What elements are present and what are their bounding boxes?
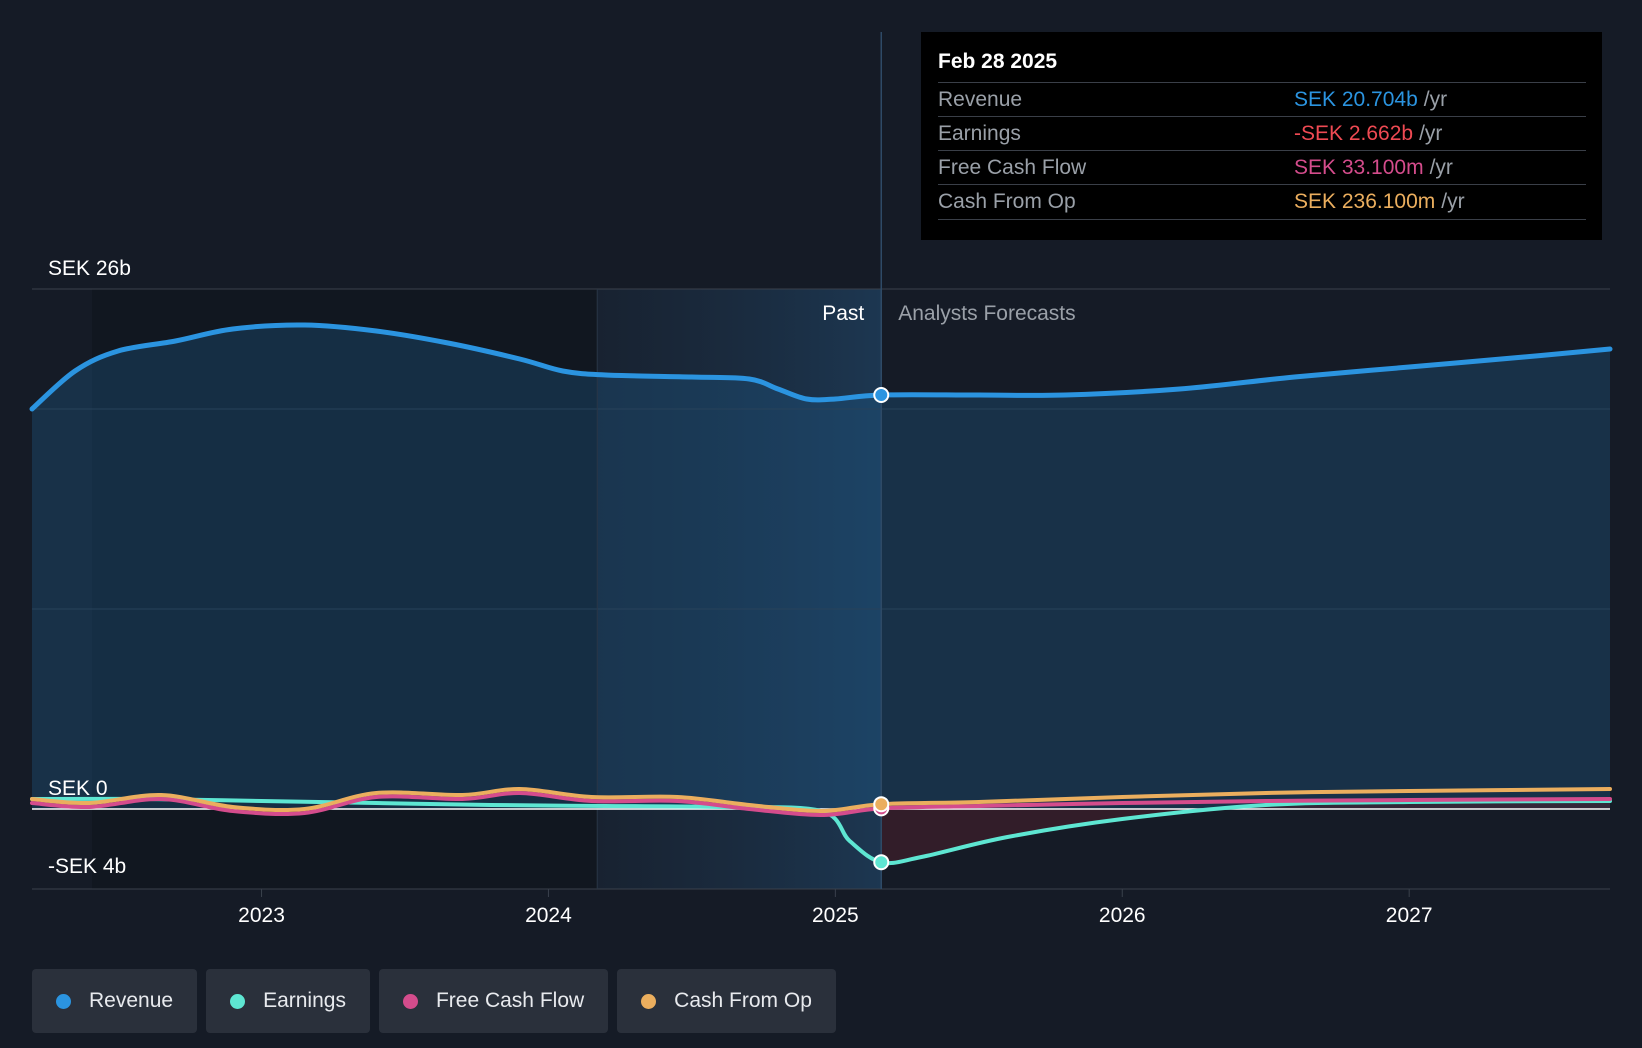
tooltip-unit: /yr xyxy=(1441,190,1465,213)
tooltip-unit: /yr xyxy=(1423,88,1448,111)
cash-from-op-marker xyxy=(873,796,890,813)
tooltip-panel: Feb 28 2025 Revenue SEK 20.704b/yr Earni… xyxy=(921,32,1602,240)
past-label: Past xyxy=(822,302,864,325)
legend-item-free-cash-flow[interactable]: Free Cash Flow xyxy=(378,969,609,1033)
earnings-dot-icon xyxy=(230,993,246,1009)
tooltip-label: Free Cash Flow xyxy=(938,156,1087,179)
legend: Revenue Earnings Free Cash Flow Cash Fro… xyxy=(32,969,836,1033)
tooltip-row-earnings: Earnings -SEK 2.662b/yr xyxy=(938,116,1586,151)
earnings-negative-area xyxy=(881,801,1610,863)
tooltip-row-cash-from-op: Cash From Op SEK 236.100m/yr xyxy=(938,184,1586,220)
tooltip-label: Cash From Op xyxy=(938,190,1076,213)
tooltip-row-revenue: Revenue SEK 20.704b/yr xyxy=(938,82,1586,117)
legend-label: Free Cash Flow xyxy=(435,989,585,1012)
tooltip-label: Earnings xyxy=(938,122,1021,145)
tooltip-unit: /yr xyxy=(1429,156,1453,179)
y-tick-label: SEK 0 xyxy=(48,777,108,800)
tooltip-date: Feb 28 2025 xyxy=(938,50,1058,73)
legend-label: Earnings xyxy=(263,989,346,1012)
tooltip-label: Revenue xyxy=(938,88,1023,111)
cash-from-op-line xyxy=(30,786,1612,814)
x-tick-label: 2024 xyxy=(525,904,572,927)
tooltip-row-free-cash-flow: Free Cash Flow SEK 33.100m/yr xyxy=(938,150,1586,185)
legend-label: Revenue xyxy=(89,989,174,1012)
legend-item-earnings[interactable]: Earnings xyxy=(206,969,370,1033)
highlight-band xyxy=(597,289,882,889)
revenue-dot-icon xyxy=(56,993,71,1009)
y-tick-label: SEK 26b xyxy=(48,257,131,280)
tooltip-value-revenue: SEK 20.704b xyxy=(1294,88,1418,111)
x-tick-label: 2023 xyxy=(238,904,285,927)
free-cash-flow-line xyxy=(30,790,1612,818)
revenue-marker xyxy=(873,387,890,403)
x-tick-label: 2025 xyxy=(812,904,859,927)
tooltip-value-earnings: -SEK 2.662b xyxy=(1294,122,1414,145)
earnings-line xyxy=(30,796,1612,866)
x-tick-label: 2026 xyxy=(1099,904,1146,927)
revenue-line xyxy=(29,322,1613,412)
tooltip-unit: /yr xyxy=(1419,122,1443,145)
y-tick-label: -SEK 4b xyxy=(48,855,126,878)
forecast-label: Analysts Forecasts xyxy=(898,302,1075,325)
cash-from-op-dot-icon xyxy=(641,993,657,1009)
tooltip-value-free-cash-flow: SEK 33.100m xyxy=(1294,156,1424,179)
legend-item-revenue[interactable]: Revenue xyxy=(32,969,198,1033)
legend-label: Cash From Op xyxy=(674,989,812,1012)
x-tick-label: 2027 xyxy=(1386,904,1433,927)
legend-item-cash-from-op[interactable]: Cash From Op xyxy=(617,969,836,1033)
free-cash-flow-dot-icon xyxy=(402,993,418,1009)
tooltip-value-cash-from-op: SEK 236.100m xyxy=(1294,190,1436,213)
revenue-area xyxy=(32,324,1610,809)
earnings-marker xyxy=(873,854,890,871)
